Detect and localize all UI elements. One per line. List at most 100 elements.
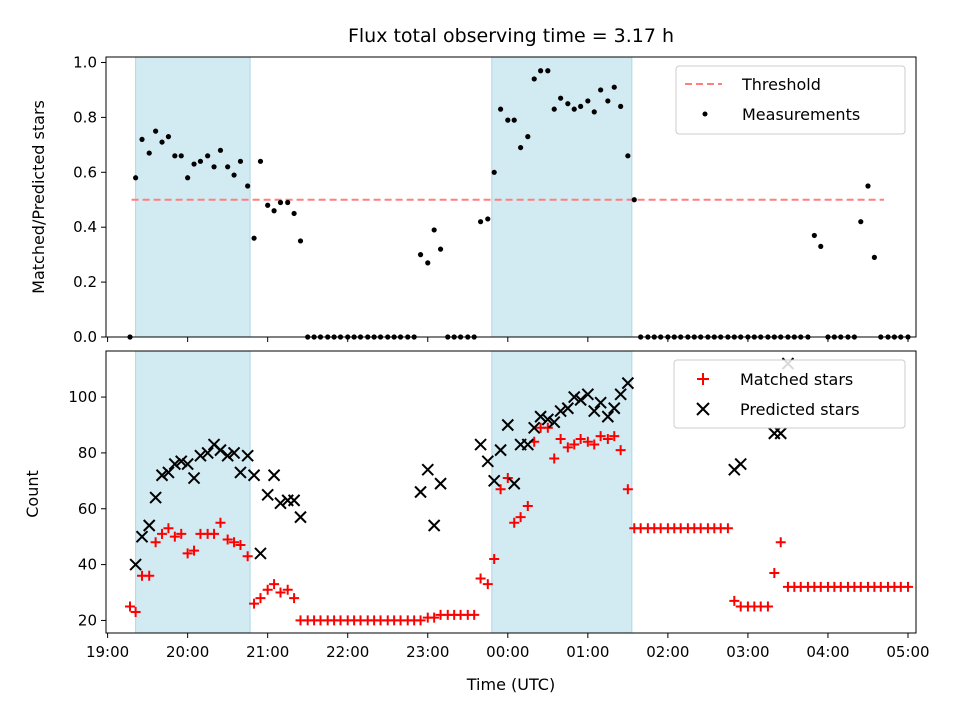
matched-star-point <box>269 579 280 590</box>
matched-star-point <box>235 540 246 551</box>
predicted-star-point <box>421 463 434 476</box>
predicted-star-point <box>594 396 607 409</box>
top-axes-frame <box>105 56 917 338</box>
measurement-point <box>618 103 624 110</box>
bottom-axes-frame <box>105 350 917 634</box>
matched-star-point <box>615 445 626 456</box>
predicted-star-point <box>588 404 601 418</box>
bottom-y-tick-label: 20 <box>78 611 97 629</box>
matched-star-point <box>769 567 780 578</box>
measurement-point <box>605 98 611 104</box>
predicted-star-point <box>507 477 521 490</box>
predicted-star-point <box>541 413 555 426</box>
predicted-star-point <box>287 494 301 507</box>
matched-star-point <box>289 593 300 604</box>
measurement-point <box>477 219 484 225</box>
count-panel: 20 40 60 80 100 19:00 20:00 21:00 22:00 23:00 00:… <box>23 350 930 694</box>
measurement-point <box>511 117 517 123</box>
top-y-axis-label: Matched/Predicted stars <box>29 100 48 294</box>
measurement-point <box>625 153 631 159</box>
bottom-y-tick-label: 100 <box>68 388 97 406</box>
matched-star-point <box>429 612 440 623</box>
predicted-star-point <box>474 438 487 451</box>
measurement-point <box>871 254 877 260</box>
predicted-star-point <box>221 449 234 462</box>
ratio-panel: 0.0 0.2 0.4 0.6 0.8 1.0 Matched/Predicted sta… <box>29 53 917 346</box>
measurement-point <box>865 183 871 189</box>
measurement-point <box>811 232 817 239</box>
matched-star-point <box>275 587 286 598</box>
measurement-point <box>425 260 431 266</box>
matched-star-point <box>555 433 566 444</box>
measurement-point <box>237 158 244 164</box>
measurement-point <box>297 238 304 244</box>
measurement-point <box>257 158 264 164</box>
predicted-star-point <box>162 466 175 479</box>
matched-star-point <box>189 545 200 556</box>
matched-star-point <box>262 584 273 595</box>
matched-star-point <box>249 598 260 609</box>
measurement-point <box>611 84 617 90</box>
predicted-star-point <box>528 421 541 434</box>
measurement-point <box>153 128 159 134</box>
x-tick-label: 23:00 <box>406 643 449 661</box>
top-y-tick-label: 0.2 <box>73 273 97 291</box>
matched-star-point <box>150 537 161 548</box>
x-tick-label: 03:00 <box>726 643 769 661</box>
predicted-star-point <box>568 390 581 404</box>
predicted-star-point <box>194 449 207 462</box>
bottom-y-tick-label: 40 <box>78 556 97 574</box>
matched-star-point <box>582 436 593 447</box>
measurement-point <box>205 153 211 159</box>
predicted-star-point <box>487 474 501 488</box>
legend-predicted-label: Predicted stars <box>740 400 860 419</box>
matched-star-point <box>522 500 533 511</box>
measurement-point <box>146 150 152 156</box>
predicted-star-point <box>241 449 254 462</box>
measurement-point <box>417 252 424 258</box>
top-legend: Threshold Measurements <box>675 65 906 135</box>
matched-star-point <box>722 523 733 534</box>
predicted-star-point <box>247 469 261 482</box>
matched-star-point <box>575 433 586 444</box>
predicted-star-point <box>168 457 182 471</box>
measurement-point <box>591 109 597 115</box>
predicted-star-point <box>129 558 142 571</box>
matched-star-point <box>602 433 613 444</box>
bottom-y-tick-label: 80 <box>78 444 97 462</box>
matched-star-point <box>282 584 293 595</box>
bottom-legend-box <box>673 359 906 429</box>
measurement-point <box>139 136 145 142</box>
x-axis-label: Time (UTC) <box>466 675 555 694</box>
matched-star-point <box>482 579 493 590</box>
top-y-tick-label: 0.0 <box>73 328 97 346</box>
top-y-ticks: 0.0 0.2 0.4 0.6 0.8 1.0 <box>73 53 106 346</box>
predicted-star-point <box>481 455 494 468</box>
measurement-point <box>291 210 297 217</box>
predicted-star-point <box>201 446 214 460</box>
measurement-point <box>159 139 165 145</box>
x-tick-label: 02:00 <box>646 643 689 661</box>
measurements-legend-swatch <box>702 111 708 117</box>
top-y-tick-label: 0.4 <box>73 218 97 236</box>
measurement-point <box>165 134 172 140</box>
bottom-shaded-region <box>491 350 633 634</box>
measurement-point <box>531 76 537 82</box>
measurement-point <box>265 202 271 208</box>
measurement-point <box>172 153 178 159</box>
predicted-star-point <box>155 469 169 482</box>
predicted-star-point <box>621 376 635 390</box>
measurement-point <box>191 161 197 167</box>
measurement-point <box>818 243 824 250</box>
measurement-point <box>217 147 224 153</box>
predicted-star-point <box>261 488 274 501</box>
matched-star-point <box>157 528 168 539</box>
matched-star-point <box>595 431 606 442</box>
measurement-point <box>538 68 544 74</box>
bottom-y-tick-label: 60 <box>78 500 97 518</box>
predicted-star-point <box>294 510 307 524</box>
predicted-star-point <box>561 402 575 415</box>
matched-star-point <box>415 615 426 626</box>
bottom-y-axis-label: Count <box>23 470 42 518</box>
matched-star-point <box>549 453 560 464</box>
